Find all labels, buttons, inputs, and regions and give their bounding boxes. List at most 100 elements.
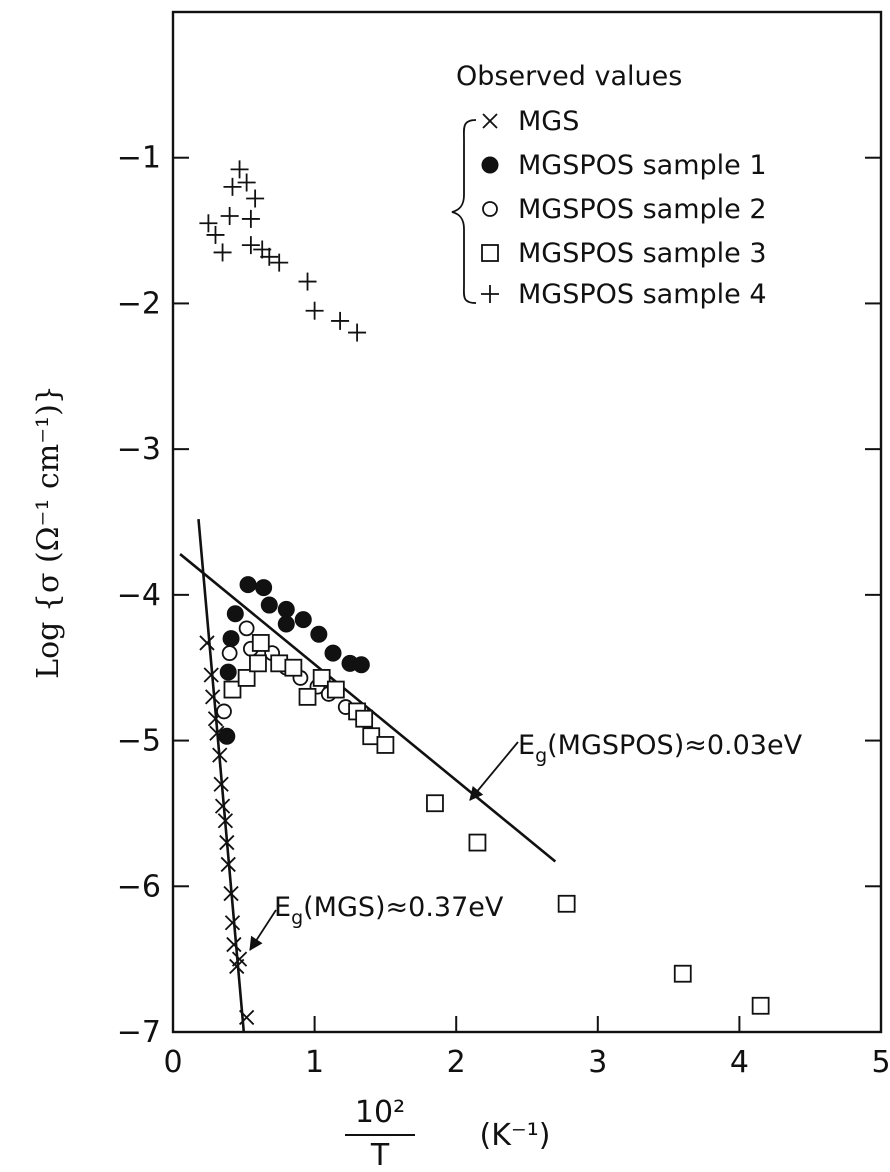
data-point [310,625,328,643]
y-axis: −7 −6 −5 −4 −3 −2 −1 [117,141,881,1050]
data-point [260,247,279,266]
x-axis-title-numerator: 10² [355,1095,405,1130]
legend-label: MGSPOS sample 2 [518,194,767,225]
data-point [253,240,272,259]
y-tick-label: −1 [117,141,161,176]
data-point [226,605,244,623]
data-point [223,885,239,902]
x-tick-label: 0 [163,1045,182,1080]
data-point [219,834,235,851]
fit-annotations: Eg(MGSPOS)≈0.03eV Eg(MGS)≈0.37eV [249,730,803,951]
y-tick-label: −7 [117,1015,161,1050]
legend-marker [481,156,499,174]
data-point [237,669,256,687]
legend-brace [451,119,477,304]
data-point [298,272,317,291]
data-point [238,620,255,637]
data-point [216,703,232,720]
data-point [249,654,267,673]
data-point [426,794,444,813]
legend-marker [482,201,498,217]
y-tick-label: −6 [117,869,161,904]
data-point [212,747,228,763]
fit-leader [469,741,519,801]
data-point [355,709,374,728]
data-point [199,214,218,233]
data-point [751,996,770,1015]
x-axis-title-denominator: T [370,1138,390,1172]
data-point [223,680,242,699]
data-point [260,596,278,614]
data-point [241,209,260,228]
data-point [255,579,273,597]
data-point [239,576,257,594]
data-point [312,669,331,687]
data-point [277,615,295,633]
data-point [220,856,236,873]
data-point [219,663,237,681]
x-axis-title-unit: (K⁻¹) [480,1118,551,1153]
x-tick-label: 1 [305,1045,324,1080]
data-point [221,645,238,662]
fit-label-mgs: Eg(MGS)≈0.37eV [249,892,504,951]
x-tick-label: 5 [871,1045,890,1080]
data-point [348,323,367,342]
data-point [238,1009,255,1026]
legend-marker [482,113,498,129]
data-point [324,644,342,662]
data-point [206,225,225,244]
plot-frame [171,10,883,1034]
data-point [213,243,232,262]
data-point [270,253,289,272]
data-point [468,833,487,852]
data-point [223,177,242,196]
fit-line-2 [197,518,246,1033]
data-point [222,630,240,648]
data-point [226,936,242,953]
fit-label: Eg(MGSPOS)≈0.03eV [518,730,803,767]
data-point [218,727,236,745]
legend-label: MGSPOS sample 3 [518,238,767,269]
data-point [298,687,317,706]
data-point [352,656,370,674]
data-point [277,600,295,618]
data-point [199,635,215,651]
data-point [284,658,303,677]
data-point [220,207,239,225]
legend-label: MGSPOS sample 1 [518,150,767,181]
data-point [305,301,324,320]
data-point [326,680,345,699]
data-point [237,173,256,192]
legend-title: Observed values [456,61,682,92]
series-4 [223,634,770,1015]
series-1 [199,635,255,1026]
x-tick-label: 2 [447,1045,466,1080]
x-tick-label: 3 [588,1045,607,1080]
y-tick-label: −5 [117,724,161,759]
legend-label: MGSPOS sample 4 [518,279,767,310]
legend-marker [481,285,499,303]
fit-leader-arrowhead [249,935,263,951]
legend-label: MGS [518,106,579,137]
y-tick-label: −2 [117,286,161,321]
data-point [203,667,219,683]
data-point [231,951,248,967]
y-tick-label: −3 [117,432,161,467]
data-markers [199,160,770,1026]
data-point [673,964,692,983]
y-tick-label: −4 [117,578,161,613]
data-point [241,236,260,255]
x-axis: 0 1 2 3 4 5 [163,1016,890,1080]
data-point [224,915,241,931]
x-axis-label: 10² T (K⁻¹) [345,1095,550,1172]
data-point [331,311,350,330]
data-point [230,160,249,179]
data-point [214,798,231,814]
x-tick-label: 4 [730,1045,749,1080]
series-2 [218,576,370,745]
series-5 [199,160,367,342]
data-point [557,894,576,913]
y-axis-title: Log {σ (Ω⁻¹ cm⁻¹)} [31,385,66,679]
plot-area-border [171,10,883,1034]
